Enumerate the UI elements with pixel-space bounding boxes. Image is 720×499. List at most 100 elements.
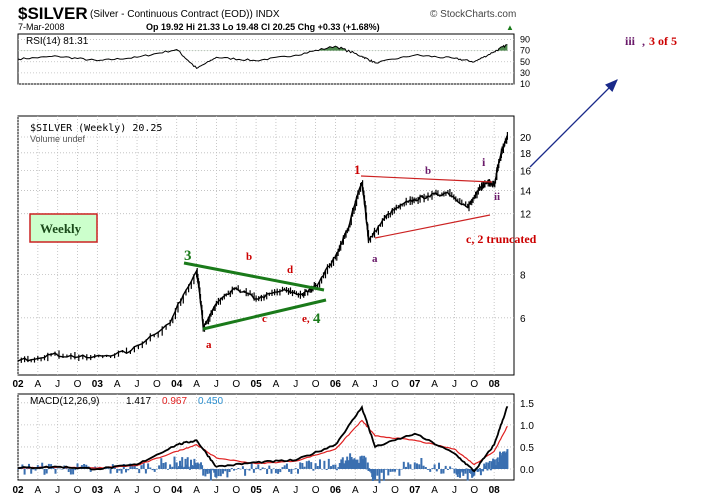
- histogram-bar: [190, 459, 192, 469]
- histogram-bar: [187, 466, 190, 469]
- histogram-bar: [192, 465, 195, 469]
- histogram-bar: [158, 465, 161, 469]
- histogram-bar: [52, 467, 55, 469]
- histogram-bar: [34, 469, 37, 471]
- histogram-bar: [449, 466, 452, 469]
- histogram-bar: [387, 469, 390, 476]
- histogram-bar: [349, 453, 352, 469]
- histogram-bar: [54, 469, 57, 474]
- histogram-bar: [487, 462, 490, 469]
- wave-b2-label: b: [425, 165, 431, 177]
- iii-separator: ,: [642, 34, 645, 48]
- macd-tick-label: 1.0: [520, 421, 534, 432]
- histogram-bar: [455, 469, 458, 475]
- histogram-bar: [182, 467, 185, 469]
- histogram-bar: [352, 459, 355, 469]
- x-tick-label: A: [35, 379, 42, 390]
- histogram-bar: [30, 469, 33, 474]
- x-tick-label-bottom: J: [214, 485, 219, 496]
- histogram-bar: [272, 468, 275, 469]
- x-tick-label-bottom: 02: [12, 485, 24, 496]
- histogram-bar: [350, 457, 353, 469]
- histogram-bar: [61, 469, 64, 470]
- histogram-bar: [118, 469, 121, 471]
- histogram-bar: [194, 462, 197, 469]
- histogram-bar: [337, 467, 340, 469]
- price-tick-label: 6: [520, 314, 526, 325]
- histogram-bar: [334, 464, 337, 469]
- x-tick-label: 06: [330, 379, 342, 390]
- x-tick-label: J: [452, 379, 457, 390]
- wave-i-label: i: [482, 155, 486, 169]
- histogram-bar: [327, 458, 330, 469]
- histogram-bar: [303, 466, 306, 469]
- x-tick-label-bottom: A: [273, 485, 280, 496]
- histogram-bar: [472, 469, 475, 477]
- signal-value: 0.967: [162, 396, 187, 407]
- x-tick-label-bottom: J: [293, 485, 298, 496]
- histogram-bar: [164, 462, 167, 469]
- histogram-bar: [175, 462, 178, 469]
- histogram-bar: [252, 469, 255, 473]
- channel-upper-line: [360, 175, 493, 183]
- macd-tick-label: 0.0: [520, 465, 534, 476]
- histogram-bar: [255, 467, 258, 469]
- histogram-bar: [215, 469, 218, 478]
- histogram-bar: [380, 469, 383, 473]
- x-tick-label-bottom: A: [193, 485, 200, 496]
- histogram-bar: [186, 457, 189, 469]
- histogram-value: 0.450: [198, 396, 223, 407]
- x-tick-label-bottom: 04: [171, 485, 183, 496]
- histogram-bar: [459, 469, 461, 478]
- x-tick-label-bottom: A: [35, 485, 42, 496]
- histogram-bar: [376, 469, 379, 476]
- macd-tick-label: 0.5: [520, 443, 534, 454]
- histogram-bar: [211, 468, 213, 470]
- x-tick-label: J: [373, 379, 378, 390]
- histogram-bar: [183, 466, 186, 469]
- histogram-bar: [193, 458, 196, 469]
- histogram-bar: [305, 461, 308, 469]
- histogram-bar: [506, 449, 509, 469]
- histogram-bar: [396, 469, 399, 470]
- histogram-bar: [290, 469, 293, 474]
- histogram-bar: [83, 464, 86, 469]
- x-tick-label: J: [214, 379, 219, 390]
- x-tick-label-bottom: O: [153, 485, 161, 496]
- histogram-bar: [246, 469, 249, 470]
- histogram-bar: [308, 460, 310, 469]
- x-tick-label: A: [273, 379, 280, 390]
- rsi-line: [17, 44, 508, 70]
- histogram-bar: [477, 469, 480, 472]
- macd-title: MACD(12,26,9): [30, 396, 99, 407]
- x-tick-label: 05: [251, 379, 263, 390]
- histogram-bar: [470, 469, 472, 474]
- histogram-bar: [107, 468, 110, 469]
- histogram-bar: [454, 468, 457, 469]
- histogram-bar: [457, 469, 460, 474]
- histogram-bar: [279, 469, 282, 473]
- histogram-bar: [353, 458, 356, 469]
- quote-arrow-icon: ▲: [506, 23, 514, 32]
- histogram-bar: [248, 469, 251, 471]
- histogram-bar: [431, 468, 434, 469]
- histogram-bar: [347, 460, 350, 469]
- histogram-bar: [131, 465, 134, 469]
- histogram-bar: [36, 465, 39, 469]
- histogram-bar: [32, 469, 35, 470]
- histogram-bar: [471, 469, 474, 478]
- x-tick-label: 03: [92, 379, 104, 390]
- rsi-tick-label: 10: [520, 79, 530, 89]
- histogram-bar: [451, 468, 454, 469]
- histogram-bar: [391, 469, 394, 472]
- histogram-bar: [456, 469, 459, 477]
- triangle-lines: [183, 175, 493, 331]
- histogram-bar: [341, 457, 344, 469]
- histogram-bar: [230, 468, 233, 469]
- histogram-bar: [321, 469, 324, 470]
- x-tick-label-bottom: J: [55, 485, 60, 496]
- histogram-bar: [294, 468, 297, 469]
- x-tick-label: J: [135, 379, 140, 390]
- histogram-bar: [398, 469, 401, 476]
- price-tick-label: 14: [520, 187, 532, 198]
